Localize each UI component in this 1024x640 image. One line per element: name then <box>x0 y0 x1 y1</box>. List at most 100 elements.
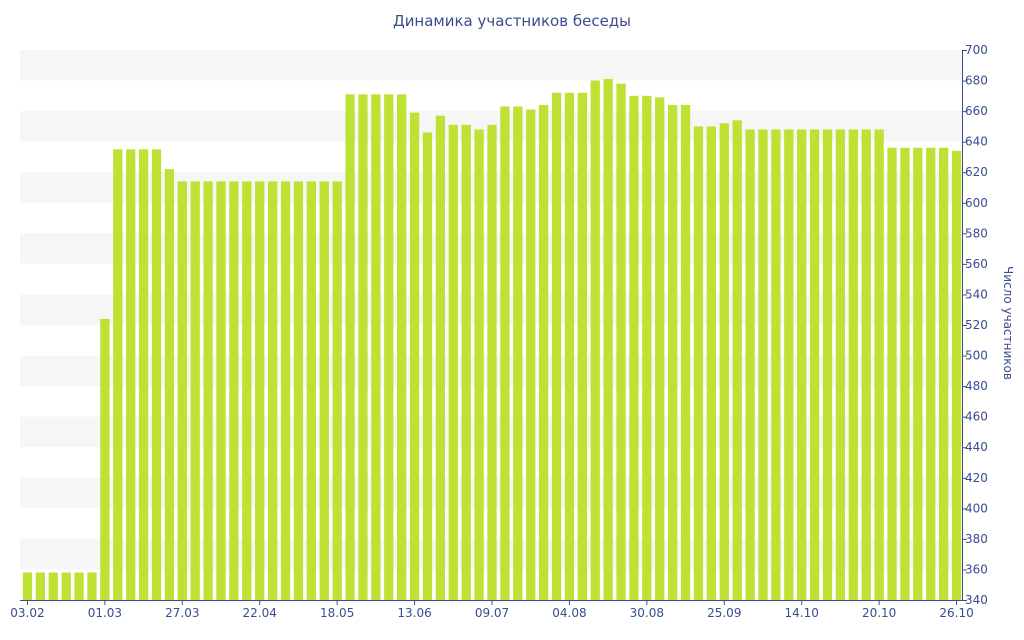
bar <box>190 181 200 600</box>
bar <box>48 572 58 600</box>
y-tick-label: 560 <box>965 257 988 271</box>
y-tick-label: 640 <box>965 135 988 149</box>
y-tick-label: 420 <box>965 471 988 485</box>
bar <box>255 181 265 600</box>
bar <box>435 115 446 600</box>
y-tick-label: 540 <box>965 287 988 301</box>
y-tick-label: 580 <box>965 226 988 240</box>
bar <box>603 79 613 600</box>
bar <box>474 129 484 600</box>
bar <box>848 129 858 600</box>
bar <box>61 572 71 600</box>
y-axis-title: Число участников <box>1001 266 1015 380</box>
bar <box>487 124 497 601</box>
bar-series <box>22 79 962 601</box>
bar <box>22 572 33 600</box>
bar <box>642 95 652 600</box>
bar <box>35 572 45 600</box>
bar <box>797 129 807 600</box>
bar <box>203 181 213 600</box>
y-tick-label: 680 <box>965 74 988 88</box>
bar <box>500 106 510 600</box>
y-axis-ticks: 340 360 380 400 420 440 460 480 500 520 540 560 580 6… <box>962 43 988 607</box>
bar <box>87 572 97 600</box>
x-tick-label: 14.10 <box>785 606 819 620</box>
bar <box>358 94 368 600</box>
x-tick-label: 04.08 <box>552 606 586 620</box>
x-axis-ticks: 03.02 01.03 27.03 22.04 18.05 13.06 09.07 04.08… <box>10 600 974 620</box>
y-tick-label: 340 <box>965 593 988 607</box>
bar <box>384 94 394 600</box>
x-tick-label: 18.05 <box>320 606 354 620</box>
y-tick-label: 360 <box>965 562 988 576</box>
bar <box>100 318 110 600</box>
x-tick-label: 13.06 <box>397 606 431 620</box>
x-tick-label: 26.10 <box>939 606 973 620</box>
bar <box>422 132 433 600</box>
bar <box>448 124 458 601</box>
bar <box>616 83 626 601</box>
bar <box>151 149 162 600</box>
bar <box>861 129 871 600</box>
bar <box>680 105 691 600</box>
bar <box>513 106 523 600</box>
y-tick-label: 700 <box>965 43 988 57</box>
bar <box>113 149 123 600</box>
x-tick-label: 25.09 <box>707 606 741 620</box>
bar <box>138 149 149 600</box>
y-tick-label: 500 <box>965 349 988 363</box>
bar <box>939 147 949 600</box>
y-tick-label: 620 <box>965 165 988 179</box>
bar <box>538 105 549 600</box>
bar <box>926 147 936 600</box>
y-tick-label: 600 <box>965 196 988 210</box>
bar <box>809 129 820 600</box>
bar <box>371 94 381 600</box>
bar <box>229 181 239 600</box>
bar <box>629 95 639 600</box>
y-tick-label: 380 <box>965 532 988 546</box>
bar <box>693 126 704 600</box>
x-tick-label: 09.07 <box>475 606 509 620</box>
bar <box>590 80 600 600</box>
bar <box>874 129 884 600</box>
chart-title: Динамика участников беседы <box>392 12 632 30</box>
bar <box>951 150 962 600</box>
bar <box>461 124 471 601</box>
x-tick-label: 30.08 <box>630 606 664 620</box>
bar <box>655 97 665 601</box>
bar <box>177 181 187 600</box>
bar <box>306 181 316 600</box>
grid-band <box>20 50 962 81</box>
x-tick-label: 03.02 <box>10 606 44 620</box>
bar <box>242 181 252 600</box>
x-tick-label: 27.03 <box>165 606 199 620</box>
bar <box>293 181 304 600</box>
bar <box>74 572 84 600</box>
bar <box>526 109 536 600</box>
bar <box>345 94 355 600</box>
bar <box>267 181 278 600</box>
y-tick-label: 440 <box>965 440 988 454</box>
bar <box>668 105 678 600</box>
bar <box>280 181 291 600</box>
bar <box>551 92 562 600</box>
bar <box>397 94 407 600</box>
x-tick-label: 22.04 <box>243 606 277 620</box>
bar <box>758 129 768 600</box>
bar <box>732 120 742 600</box>
bar <box>719 123 729 600</box>
bar <box>745 129 755 600</box>
bar <box>564 92 575 600</box>
bar <box>164 169 175 601</box>
bar <box>784 129 794 600</box>
bar <box>319 181 329 600</box>
bar <box>126 149 136 600</box>
bar <box>706 126 717 600</box>
bar <box>332 181 342 600</box>
y-tick-label: 480 <box>965 379 988 393</box>
bar <box>822 129 833 600</box>
bar <box>216 181 226 600</box>
y-tick-label: 520 <box>965 318 988 332</box>
